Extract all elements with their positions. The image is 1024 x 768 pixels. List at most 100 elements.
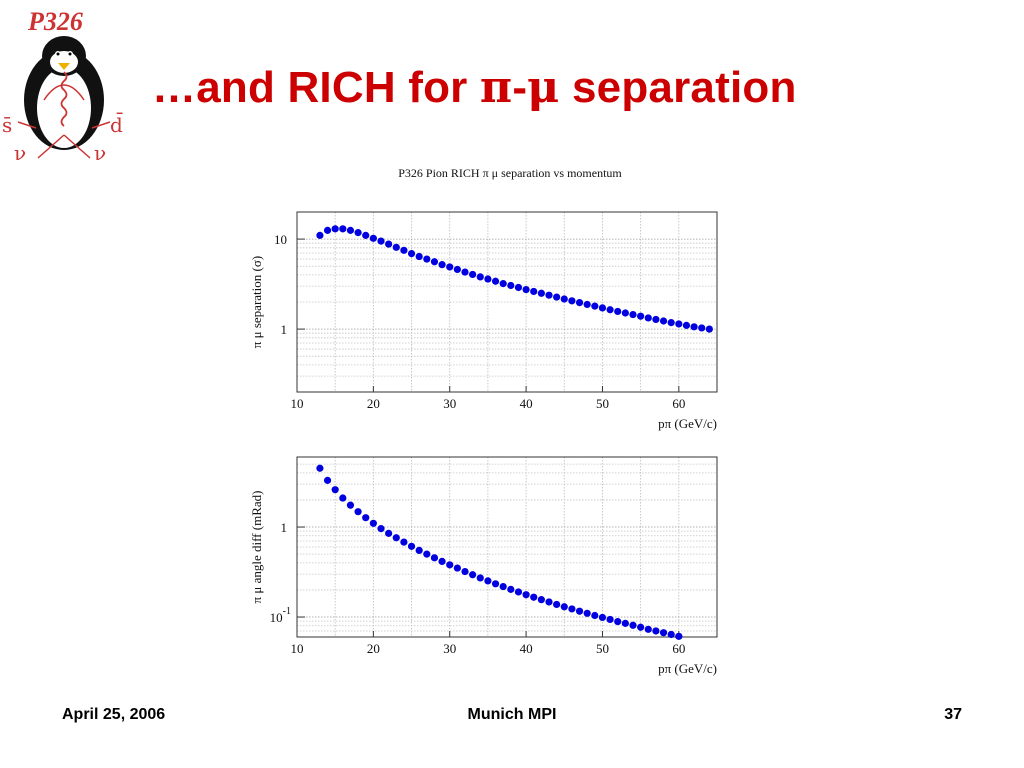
data-point: [453, 265, 461, 274]
data-point: [575, 607, 584, 615]
data-point: [583, 300, 591, 309]
data-point: [476, 574, 484, 582]
data-point: [377, 237, 385, 245]
data-point: [606, 306, 614, 314]
data-point: [530, 593, 538, 601]
data-point: [568, 605, 576, 613]
data-point: [316, 231, 324, 239]
data-point: [484, 577, 492, 585]
data-point: [667, 630, 675, 639]
data-point: [614, 617, 622, 626]
x-tick-label: 20: [367, 396, 380, 411]
data-point: [690, 323, 698, 331]
data-point: [400, 538, 408, 546]
data-point: [392, 534, 400, 542]
data-point: [323, 226, 332, 234]
y-tick-label: 1: [281, 520, 288, 535]
y-axis-label: π μ separation (σ): [249, 256, 264, 348]
data-point: [453, 564, 461, 572]
data-point: [514, 588, 523, 596]
data-point: [507, 585, 515, 593]
data-point: [659, 317, 668, 325]
data-point: [568, 297, 576, 305]
x-tick-label: 10: [291, 641, 304, 656]
data-point: [598, 613, 607, 622]
slide-title: …and RICH for π-μ separation: [152, 62, 797, 113]
data-point: [591, 611, 599, 620]
data-point: [407, 542, 416, 550]
x-tick-label: 10: [291, 396, 304, 411]
data-point: [705, 325, 713, 333]
page-number: 37: [944, 706, 962, 723]
data-point: [530, 287, 538, 296]
data-point: [423, 255, 431, 263]
x-tick-label: 30: [443, 641, 456, 656]
penguin-pupil-left-icon: [56, 52, 60, 56]
data-point: [430, 258, 439, 266]
data-point: [621, 309, 629, 317]
data-point: [499, 582, 507, 591]
data-point: [323, 476, 332, 484]
data-point: [560, 603, 568, 611]
penguin-beak-icon: [58, 63, 70, 70]
data-point: [629, 310, 637, 319]
nu-line-right-icon: [63, 134, 91, 159]
data-point: [415, 546, 423, 555]
data-point: [369, 234, 377, 242]
data-point: [446, 561, 454, 569]
logo-nu-left: ν: [14, 141, 26, 165]
data-point: [629, 621, 637, 629]
data-point: [659, 629, 668, 637]
data-point: [644, 314, 652, 322]
y-axis-label: π μ angle diff (mRad): [249, 491, 264, 604]
data-point: [438, 261, 446, 269]
data-point: [682, 321, 691, 329]
data-point: [606, 615, 614, 624]
data-point: [461, 268, 469, 276]
x-axis-label: pπ (GeV/c): [658, 661, 717, 676]
logo-d-bar: d̄: [110, 112, 123, 137]
data-point: [553, 600, 561, 609]
quark-line-right-icon: [91, 121, 111, 129]
plot-frame: [296, 211, 718, 393]
data-point: [644, 625, 652, 633]
data-point: [491, 580, 500, 588]
data-point: [316, 464, 324, 472]
title-suffix: separation: [559, 63, 797, 112]
quark-line-left-icon: [17, 121, 37, 129]
data-point: [346, 226, 355, 234]
data-point: [667, 319, 675, 327]
data-point: [469, 571, 477, 579]
data-point: [423, 550, 431, 558]
figure-title: P326 Pion RICH π μ separation vs momentu…: [398, 166, 622, 180]
data-point: [514, 283, 523, 292]
x-tick-label: 60: [672, 641, 685, 656]
data-point: [484, 275, 492, 283]
data-point: [415, 252, 423, 261]
title-dash: -: [512, 63, 528, 112]
data-point: [461, 567, 469, 576]
x-axis-label: pπ (GeV/c): [658, 416, 717, 431]
title-mu: μ: [527, 62, 560, 113]
y-tick-label: 1: [281, 322, 288, 337]
data-point: [614, 307, 622, 316]
data-point: [392, 243, 400, 251]
data-point: [545, 598, 553, 606]
data-point: [522, 591, 530, 599]
data-point: [377, 525, 385, 533]
p326-penguin-logo: P326 s̄ d̄ ν ν: [2, 7, 123, 165]
data-point: [331, 486, 339, 494]
data-point: [491, 277, 500, 285]
data-point: [652, 315, 660, 324]
data-point: [369, 519, 377, 527]
data-point: [385, 529, 393, 537]
data-point: [575, 298, 584, 307]
x-tick-label: 50: [596, 396, 609, 411]
x-tick-label: 50: [596, 641, 609, 656]
y-tick-label: 10-1: [270, 606, 291, 625]
data-point: [637, 312, 645, 320]
x-tick-label: 20: [367, 641, 380, 656]
data-point: [362, 514, 370, 522]
data-point: [621, 619, 629, 627]
x-tick-label: 40: [520, 641, 533, 656]
